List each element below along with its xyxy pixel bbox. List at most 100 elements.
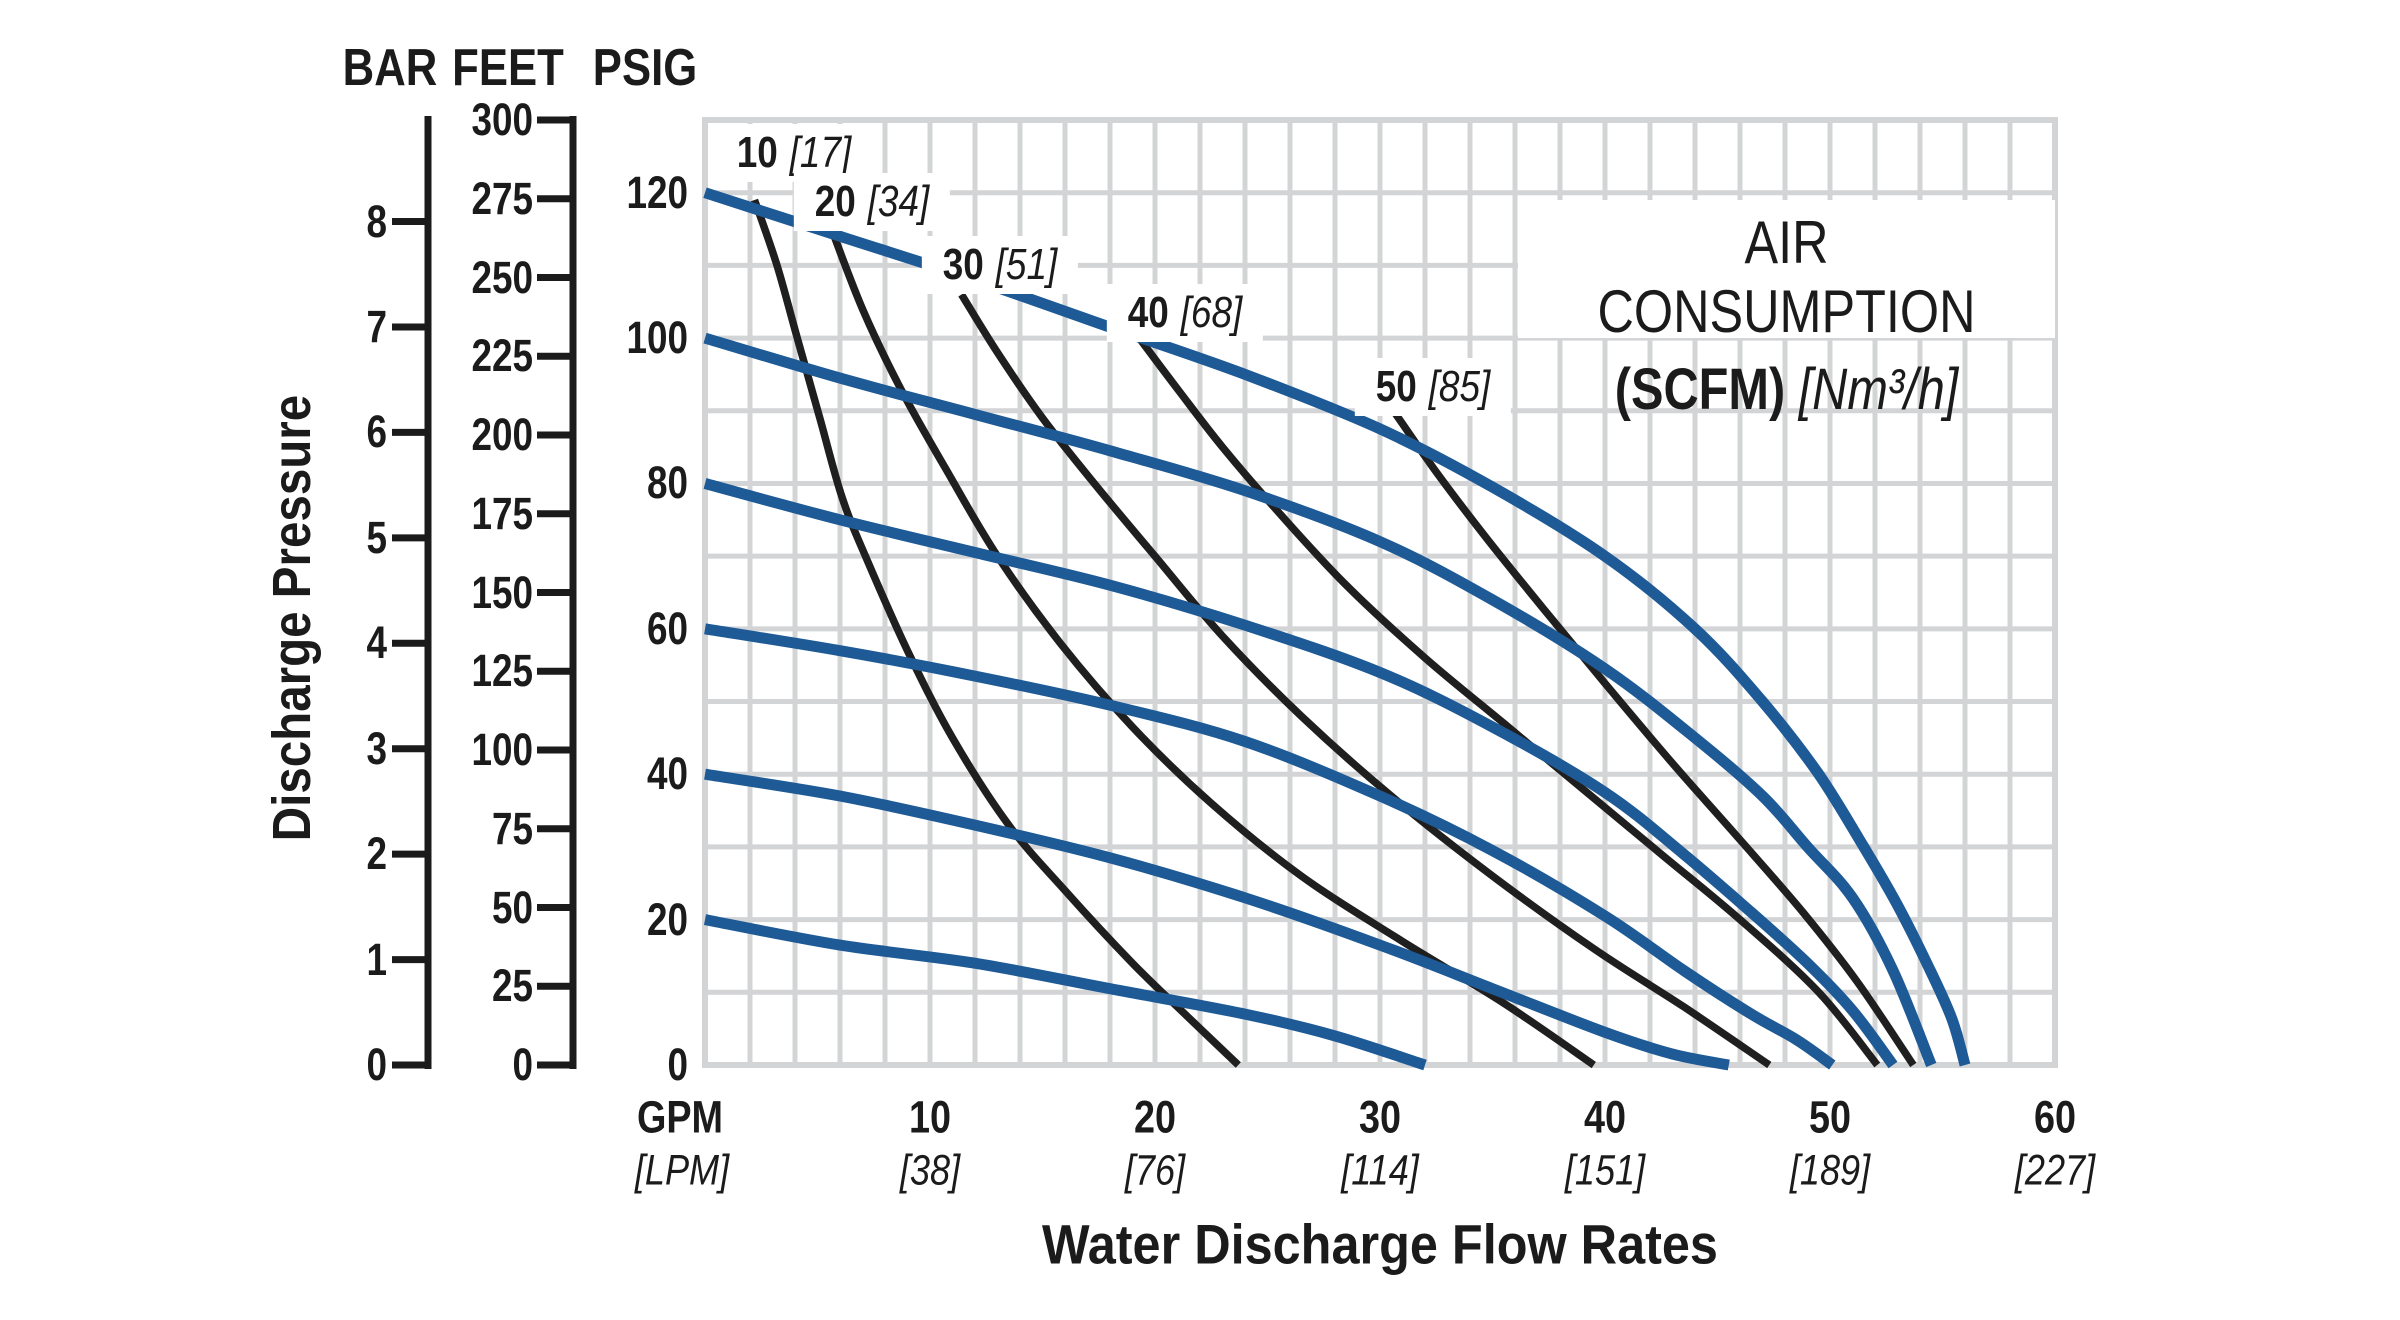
tick-value: 75 (491, 802, 533, 854)
legend-title-text: AIR CONSUMPTION (1597, 209, 1976, 345)
air-curve-metric: [34] (867, 177, 930, 226)
bar-tick-label: 2 (187, 828, 387, 880)
air-curve-label-40: 40 [68] (1106, 284, 1264, 342)
psig-tick-label: 100 (488, 312, 688, 364)
tick-value: 40 (646, 748, 688, 800)
x-tick-gpm-40: 40 (1580, 1095, 1630, 1140)
performance-40psig-curve (704, 768, 1730, 1071)
psig-tick-label: 60 (488, 603, 688, 655)
tick-value: 150 (471, 566, 533, 618)
air-curve-40-scfm (1136, 335, 1881, 1068)
bar-tick-label: 7 (187, 301, 387, 353)
x-axis-title: Water Discharge Flow Rates (1042, 1212, 1718, 1276)
tick-value: 300 (471, 94, 533, 145)
bar-tick-label: 1 (187, 934, 387, 986)
feet-axis (537, 116, 577, 1069)
air-curve-label-20: 20 [34] (793, 173, 951, 231)
feet-tick-label: 250 (333, 252, 533, 304)
legend-units-text: (SCFM) [Nm³/h] (1615, 356, 1959, 423)
x-tick-lpm-value: [227] (2014, 1146, 2096, 1195)
x-tick-gpm-20: 20 (1130, 1095, 1180, 1140)
tick-value: 125 (471, 645, 533, 697)
air-curve-label-text: 30 [51] (943, 240, 1058, 290)
tick-value: 80 (646, 457, 688, 509)
air-curve-metric: [68] (1180, 288, 1243, 337)
tick-value: 6 (366, 406, 387, 458)
feet-tick-label: 100 (333, 724, 533, 776)
air-curve-label-text: 40 [68] (1128, 288, 1243, 338)
air-curve-30-scfm (958, 292, 1772, 1069)
psig-tick-label: 40 (488, 748, 688, 800)
tick-value: 7 (366, 300, 387, 352)
x-axis-unit-primary-text: GPM (636, 1091, 724, 1143)
air-curve-metric: [85] (1428, 362, 1491, 411)
feet-tick-label: 200 (333, 409, 533, 461)
x-tick-gpm-value: 20 (1133, 1091, 1177, 1143)
feet-tick-label: 275 (333, 173, 533, 225)
air-curve-label-10: 10 [17] (715, 124, 873, 182)
air-curve-label-text: 50 [85] (1376, 362, 1491, 412)
tick-value: 100 (626, 312, 688, 364)
tick-value: 25 (491, 960, 533, 1012)
tick-value: 3 (366, 722, 387, 774)
bar-tick-label: 8 (187, 196, 387, 248)
x-tick-lpm-20: [76] (1119, 1146, 1191, 1195)
tick-value: 2 (366, 828, 387, 880)
bar-axis (392, 116, 432, 1069)
tick-value: 175 (471, 487, 533, 539)
bar-tick-label: 0 (187, 1039, 387, 1091)
tick-value: 1 (366, 933, 387, 985)
air-curve-metric: [17] (789, 128, 852, 177)
psig-tick-label: 120 (488, 167, 688, 219)
x-tick-lpm-value: [151] (1564, 1146, 1646, 1195)
air-curve-scfm: 30 (942, 240, 984, 289)
feet-tick-label: 75 (333, 803, 533, 855)
x-tick-lpm-value: [76] (1124, 1146, 1186, 1195)
feet-axis-header: FEET (452, 39, 564, 97)
x-axis-unit-metric-text: [LPM] (634, 1146, 730, 1195)
x-tick-gpm-value: 10 (908, 1091, 952, 1143)
psig-tick-label: 0 (488, 1039, 688, 1091)
bar-tick-label: 4 (187, 617, 387, 669)
performance-20psig-curve (703, 914, 1427, 1071)
y-axis-title: Discharge Pressure (262, 394, 322, 842)
performance-curves (703, 187, 1971, 1071)
tick-value: 0 (667, 1039, 688, 1090)
air-curve-metric: [51] (995, 240, 1058, 289)
tick-value: 250 (471, 251, 533, 303)
feet-tick-labels: 0 25 50 75 100 125 150 175 200 225 250 275 300 (333, 0, 533, 1320)
air-consumption-curves (750, 198, 1917, 1069)
psig-tick-label: 80 (488, 457, 688, 509)
air-curve-20-scfm (825, 220, 1596, 1069)
x-tick-gpm-60: 60 (2030, 1095, 2080, 1140)
performance-60psig-curve (704, 623, 1836, 1070)
bar-tick-label: 6 (187, 406, 387, 458)
feet-tick-label: 175 (333, 488, 533, 540)
psig-tick-labels: 0 20 40 60 80 100 120 (488, 0, 688, 1320)
feet-tick-label: 150 (333, 567, 533, 619)
x-tick-lpm-30: [114] (1334, 1149, 1426, 1193)
tick-value: 225 (471, 330, 533, 382)
x-tick-lpm-10: [38] (894, 1146, 966, 1195)
x-tick-lpm-value: [189] (1789, 1146, 1871, 1195)
x-tick-lpm-50: [189] (1782, 1146, 1878, 1195)
tick-value: 275 (471, 172, 533, 224)
bar-tick-labels: 0 1 2 3 4 5 6 7 8 (187, 0, 387, 1320)
x-tick-gpm-value: 30 (1358, 1091, 1402, 1143)
x-tick-gpm-10: 10 (905, 1095, 955, 1140)
bar-axis-header: BAR (342, 39, 438, 97)
performance-100psig-curve (703, 332, 1937, 1068)
feet-tick-label: 25 (333, 960, 533, 1012)
x-tick-lpm-value: [38] (899, 1146, 961, 1195)
x-tick-lpm-40: [151] (1557, 1146, 1653, 1195)
air-curve-label-text: 20 [34] (815, 177, 930, 227)
bar-tick-label: 5 (187, 512, 387, 564)
x-axis-unit-metric: [LPM] (626, 1146, 738, 1195)
bar-tick-label: 3 (187, 723, 387, 775)
feet-tick-label: 50 (333, 882, 533, 934)
legend-unit-scfm: (SCFM) (1614, 357, 1786, 422)
psig-axis-header: PSIG (592, 39, 698, 97)
tick-value: 4 (366, 617, 387, 669)
feet-tick-label: 0 (333, 1039, 533, 1091)
